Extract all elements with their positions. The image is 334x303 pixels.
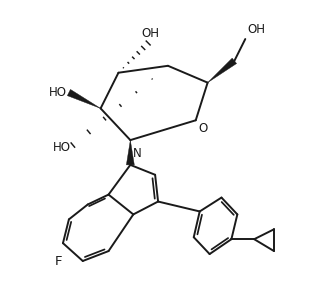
Polygon shape [67,89,101,108]
Polygon shape [126,140,134,165]
Text: O: O [199,122,208,135]
Text: OH: OH [141,27,159,40]
Text: N: N [133,147,142,160]
Polygon shape [208,58,236,83]
Text: HO: HO [53,141,71,154]
Text: F: F [55,255,63,268]
Text: OH: OH [247,23,265,36]
Text: HO: HO [49,86,67,99]
